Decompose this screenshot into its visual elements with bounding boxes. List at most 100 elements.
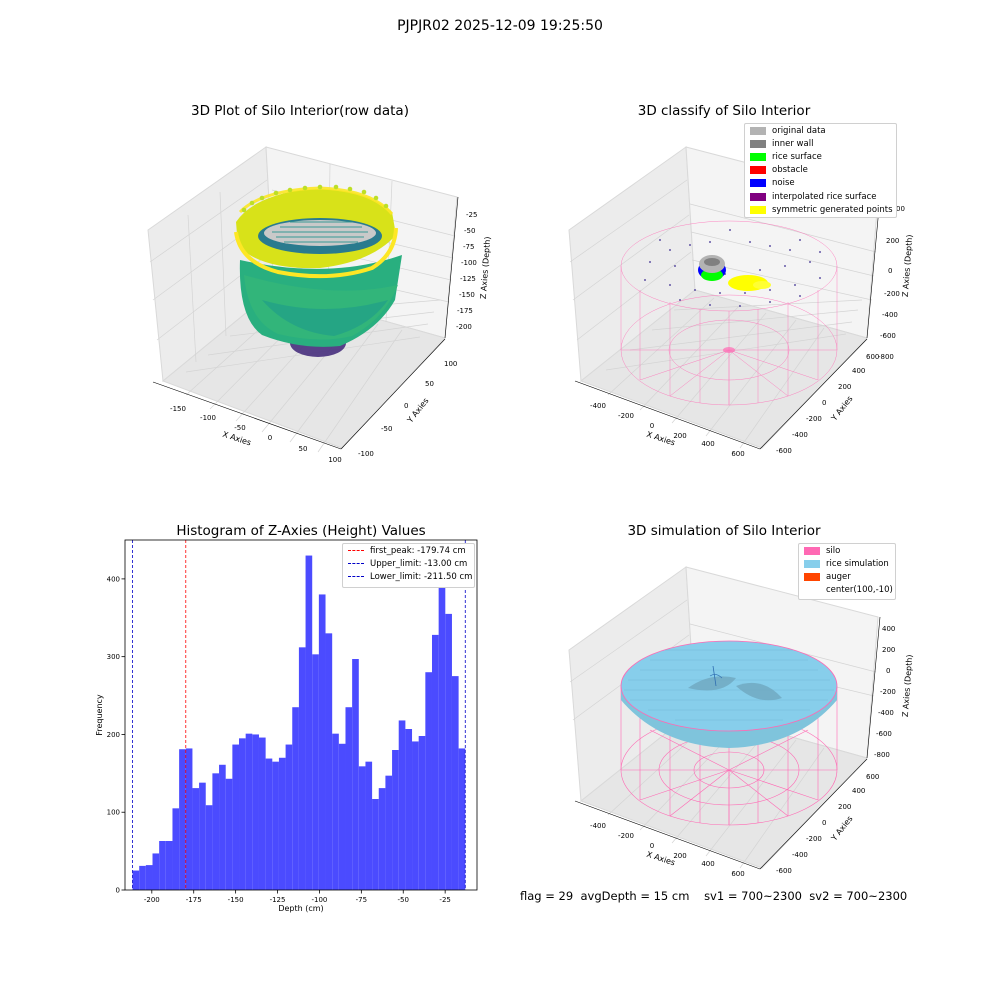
plot2-interpolated-surface: [644, 229, 821, 307]
plot1-title: 3D Plot of Silo Interior(row data): [191, 103, 409, 119]
plot3-title: Histogram of Z-Axies (Height) Values: [176, 523, 426, 539]
legend-label: auger: [826, 571, 851, 582]
legend-label: first_peak: -179.74 cm: [370, 545, 466, 556]
plot2-z-tick-partial: 00: [896, 205, 905, 213]
histogram-y-ticks: 0 100 200 300 400: [107, 575, 125, 895]
histogram-bar: [165, 841, 173, 890]
histogram-bar: [305, 555, 313, 890]
plot3-frame: [124, 539, 478, 891]
legend-swatch: [750, 179, 766, 188]
plot4-x-tick: 400: [701, 860, 714, 868]
plot1-y-tick: 0: [404, 402, 408, 410]
legend-item: obstacle: [745, 164, 896, 177]
x-tick-label: -150: [228, 896, 244, 904]
legend-item: center(100,-10): [799, 584, 895, 597]
plot2-x-label: X Axies: [645, 430, 676, 448]
histogram-bar: [239, 738, 246, 890]
legend-swatch: [804, 572, 820, 581]
plot2-y-axis-line: [759, 338, 868, 450]
plot2-x-axis-line: [574, 380, 761, 450]
plot2-y-tick: 400: [852, 367, 865, 375]
plot3-legend: first_peak: -179.74 cm Upper_limit: -13.…: [342, 543, 475, 588]
plot4-3d-axes: -400 -200 0 200 400 600 X Axies -600 -40…: [568, 566, 914, 878]
legend-line-lower-limit: [348, 576, 364, 578]
y-tick-label: 400: [107, 575, 120, 583]
plot4-x-tick: -200: [618, 832, 634, 840]
plot2-silo-wireframe: [620, 220, 838, 406]
histogram-bar: [232, 744, 240, 890]
histogram-bar: [185, 748, 193, 890]
legend-swatch: [750, 139, 766, 148]
histogram-bar: [205, 805, 213, 890]
plot1-y-tick: 50: [425, 380, 434, 388]
legend-label: inner wall: [772, 138, 814, 149]
plot2-classified-points: [698, 255, 771, 353]
plot2-z-tick: -800: [878, 353, 894, 361]
plot2-x-tick: 400: [701, 440, 714, 448]
plot4-x-tick: 600: [731, 870, 744, 878]
plot1-x-axis-line: [152, 381, 342, 450]
plot4-z-tick: -200: [880, 688, 896, 696]
plot2-z-tick: 200: [886, 237, 899, 245]
legend-swatch: [804, 546, 820, 555]
plot2-y-tick: 600: [866, 353, 879, 361]
legend-swatch: [750, 166, 766, 175]
plot4-z-tick: -400: [878, 709, 894, 717]
histogram-x-ticks: -200 -175 -150 -125 -100 -75 -50 -25: [144, 890, 451, 904]
legend-item: inner wall: [745, 137, 896, 150]
histogram-bar: [451, 676, 459, 890]
plot4-x-tick: 0: [650, 842, 654, 850]
plot2-legend: original data inner wall rice surface ob…: [744, 123, 897, 218]
y-tick-label: 300: [107, 653, 120, 661]
plot1-z-tick: -200: [456, 323, 472, 331]
plot1-x-tick: -100: [200, 414, 216, 422]
plot2-z-tick: -600: [880, 332, 896, 340]
plot4-x-axis-line: [574, 800, 761, 870]
x-tick-label: -75: [356, 896, 367, 904]
plot1-z-tick: -125: [460, 275, 476, 283]
status-flag: flag = 29: [520, 889, 574, 903]
plot4-y-tick: -400: [792, 851, 808, 859]
plot1-point-cloud: [234, 184, 402, 357]
plot2-z-label: Z Axies (Depth): [901, 234, 914, 297]
plot2-gridlines: [569, 179, 877, 449]
plot1-x-tick: 100: [328, 456, 341, 464]
histogram-bar: [412, 741, 419, 890]
status-sv2: sv2 = 700~2300: [809, 889, 908, 903]
histogram-bar: [332, 733, 339, 890]
histogram-bar: [405, 729, 413, 890]
plot1-y-tick: -50: [381, 425, 392, 433]
plot2-x-tick: -400: [590, 402, 606, 410]
histogram-bar: [252, 734, 259, 890]
plot1-z-tick: -150: [459, 291, 475, 299]
plot1-z-tick: -25: [466, 211, 477, 219]
plot1-z-tick: -75: [463, 243, 474, 251]
plot2-x-tick: 600: [731, 450, 744, 458]
plot2-y-tick: -200: [806, 415, 822, 423]
histogram-bar: [298, 647, 306, 890]
plot1-x-label: X Axies: [221, 430, 252, 448]
histogram-bar: [272, 761, 279, 890]
legend-label: original data: [772, 125, 826, 136]
legend-label: rice surface: [772, 151, 822, 162]
plot4-title: 3D simulation of Silo Interior: [627, 523, 821, 539]
histogram-bar: [458, 748, 466, 890]
legend-item: first_peak: -179.74 cm: [343, 544, 474, 557]
histogram-bar: [199, 782, 206, 890]
legend-item: original data: [745, 124, 896, 137]
histogram-bar: [219, 764, 226, 890]
plot4-x-label: X Axies: [645, 850, 676, 868]
plot1-y-axis-line: [340, 338, 446, 450]
legend-label: obstacle: [772, 165, 808, 176]
histogram-bar: [445, 613, 452, 890]
plot2-z-tick: 0: [888, 267, 892, 275]
legend-swatch: [750, 205, 766, 214]
histogram-bar: [345, 707, 353, 890]
x-tick-label: -50: [398, 896, 409, 904]
plot4-y-label: Y Axies: [829, 814, 855, 843]
plot2-z-tick: -400: [882, 311, 898, 319]
plot2-title: 3D classify of Silo Interior: [637, 103, 811, 119]
plot1-3d-axes: -150 -100 -50 0 50 100 X Axies -100 -50 …: [147, 146, 492, 464]
plot2-x-tick: -200: [618, 412, 634, 420]
plot1-z-tick: -175: [457, 307, 473, 315]
